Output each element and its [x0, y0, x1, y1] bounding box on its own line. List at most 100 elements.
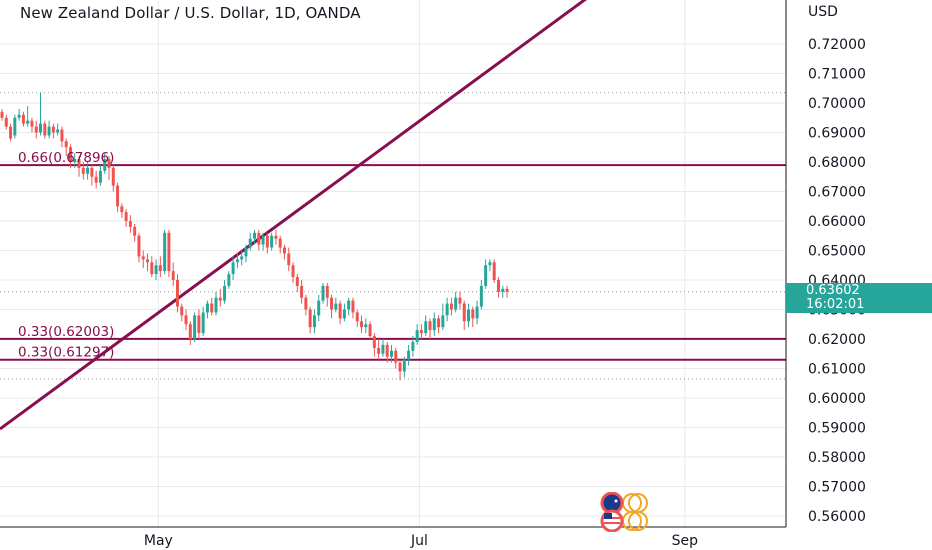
dotted-price-lines — [0, 92, 786, 380]
candle-body — [21, 114, 25, 124]
candle-body — [210, 303, 214, 313]
price-tick-label: 0.67000 — [808, 185, 866, 201]
trendline[interactable] — [0, 0, 599, 431]
candle-body — [364, 324, 368, 328]
candle-body — [295, 277, 299, 286]
candle — [496, 277, 500, 298]
candle — [419, 324, 423, 339]
candle-body — [274, 235, 278, 239]
candle-body — [475, 306, 479, 319]
candle — [407, 344, 411, 366]
candle-body — [47, 126, 51, 136]
candle-body — [291, 265, 295, 278]
candle — [98, 164, 102, 186]
candle — [167, 229, 171, 278]
level-labels: 0.66(0.67896) 0.33(0.62003) 0.33(0.61297) — [18, 150, 114, 361]
candle — [492, 259, 496, 283]
candle — [295, 274, 299, 292]
candle — [479, 280, 483, 310]
candle — [60, 126, 64, 148]
candle-body — [360, 321, 364, 328]
candle — [188, 321, 192, 345]
candle — [47, 120, 51, 139]
candle — [432, 312, 436, 337]
candle-body — [231, 262, 235, 275]
candle — [141, 250, 145, 269]
candle-body — [330, 297, 334, 310]
candle-body — [270, 235, 274, 248]
candle — [30, 117, 34, 133]
candle — [124, 209, 128, 227]
candle-body — [471, 309, 475, 319]
candle — [505, 285, 509, 298]
candle — [223, 280, 227, 304]
candle-body — [13, 117, 17, 136]
candle — [68, 144, 72, 168]
currency-flags-icon — [600, 492, 648, 532]
candle — [467, 303, 471, 328]
candle-body — [308, 309, 312, 328]
candle-body — [458, 297, 462, 304]
candle — [158, 256, 162, 278]
candle-countdown: 16:02:01 — [806, 297, 865, 312]
candle-body — [300, 285, 304, 298]
price-axis[interactable]: 0.72000 0.71000 0.70000 0.69000 0.68000 0.670… — [808, 37, 866, 525]
candle — [235, 253, 239, 269]
price-tick-label: 0.68000 — [808, 155, 866, 171]
candle — [377, 339, 381, 360]
candle-body — [321, 285, 325, 301]
candle-body — [98, 170, 102, 183]
price-tick-label: 0.60000 — [808, 391, 866, 407]
candle-body — [441, 315, 445, 328]
candle-body — [398, 362, 402, 372]
candle — [372, 333, 376, 357]
candle-body — [141, 256, 145, 260]
candle-body — [454, 297, 458, 310]
candle — [351, 297, 355, 319]
candle-body — [368, 324, 372, 337]
candle — [227, 271, 231, 289]
candle-body — [137, 235, 141, 257]
candle — [163, 229, 167, 275]
time-axis[interactable]: May Jul Sep — [144, 533, 698, 549]
candle — [51, 123, 55, 139]
price-tick-label: 0.61000 — [808, 362, 866, 378]
candle — [81, 162, 85, 180]
candle-body — [325, 285, 329, 298]
candle — [475, 300, 479, 325]
candle-body — [342, 309, 346, 319]
horizontal-levels[interactable] — [0, 164, 786, 361]
level-label: 0.33(0.61297) — [18, 345, 114, 361]
candle — [270, 232, 274, 251]
candle — [137, 232, 141, 263]
candle — [133, 223, 137, 242]
candle-body — [257, 232, 261, 245]
candle — [484, 259, 488, 289]
candle-body — [338, 303, 342, 319]
candle-body — [68, 147, 72, 162]
candle-body — [411, 341, 415, 351]
candle-body — [188, 324, 192, 339]
candle-body — [4, 117, 8, 127]
candle-body — [116, 185, 120, 207]
candle-body — [424, 321, 428, 334]
candle — [347, 297, 351, 316]
candle — [4, 114, 8, 130]
candle — [381, 339, 385, 357]
candle — [64, 138, 68, 157]
candle-body — [488, 262, 492, 266]
price-tick-label: 0.57000 — [808, 480, 866, 496]
candle — [312, 309, 316, 334]
candle-body — [253, 232, 257, 239]
current-price-badge: 0.63602 16:02:01 — [786, 283, 932, 313]
candle-body — [107, 159, 111, 168]
candle-body — [34, 126, 38, 133]
candle-body — [351, 300, 355, 313]
candle-body — [223, 285, 227, 301]
candle — [214, 291, 218, 316]
candle — [9, 123, 13, 142]
candle-body — [377, 347, 381, 354]
candle-body — [51, 126, 55, 133]
candle-body — [445, 303, 449, 316]
